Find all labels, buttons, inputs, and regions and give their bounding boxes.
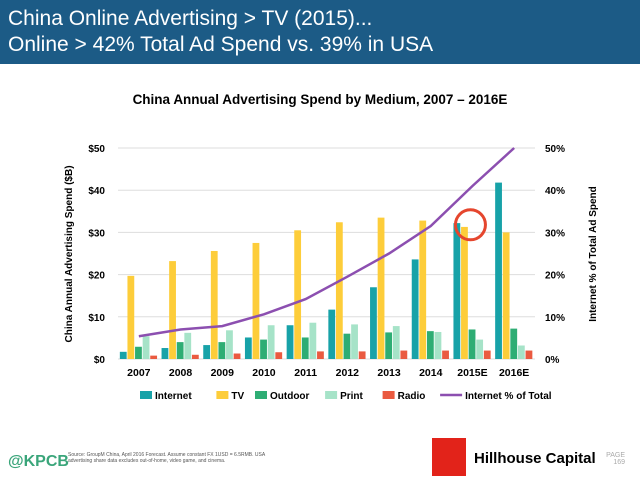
y-tick-label: $40	[88, 186, 105, 197]
bar-print	[476, 339, 484, 359]
bar-print	[392, 326, 400, 359]
bar-radio	[233, 353, 241, 359]
y2-tick-label: 10%	[545, 313, 565, 324]
bar-internet	[370, 287, 377, 359]
bar-radio	[317, 351, 324, 359]
bar-tv	[335, 222, 343, 359]
bar-internet	[119, 351, 127, 359]
page-label: PAGE	[606, 452, 625, 459]
bar-internet	[411, 259, 419, 359]
kpcb-logo: @KPCB	[8, 453, 69, 470]
bar-internet	[161, 348, 169, 359]
partner-name: Hillhouse Capital	[474, 450, 596, 467]
bar-print	[226, 330, 233, 359]
legend-label: Outdoor	[270, 391, 310, 402]
bar-radio	[400, 350, 408, 359]
bar-print	[351, 324, 358, 359]
x-tick-label: 2008	[169, 367, 193, 379]
bar-print	[434, 331, 442, 359]
bar-radio	[150, 355, 158, 359]
bar-radio	[275, 352, 283, 359]
legend-swatch	[216, 391, 229, 399]
line-internet-share	[138, 147, 515, 338]
x-tick-label: 2010	[252, 367, 276, 379]
bar-print	[184, 332, 192, 359]
legend-label: Internet	[155, 391, 192, 402]
bar-internet	[244, 337, 252, 359]
bar-outdoor	[218, 342, 226, 359]
slide-header: China Online Advertising > TV (2015)... O…	[0, 0, 640, 64]
bar-outdoor	[468, 329, 476, 359]
legend-swatch	[255, 391, 267, 399]
hillhouse-logo	[432, 438, 466, 476]
y-tick-label: $10	[88, 313, 105, 324]
legend-label: Internet % of Total	[465, 391, 552, 402]
bar-outdoor	[426, 331, 434, 359]
bar-tv	[419, 220, 427, 359]
bar-internet	[453, 223, 461, 359]
bar-internet	[328, 309, 336, 359]
y2-axis-label: Internet % of Total Ad Spend	[588, 186, 599, 322]
y2-tick-label: 0%	[545, 355, 560, 366]
y-tick-label: $20	[88, 271, 105, 282]
y-tick-label: $30	[88, 228, 105, 239]
slide-title-line1: China Online Advertising > TV (2015)...	[8, 7, 373, 30]
y2-tick-label: 20%	[545, 271, 565, 282]
x-tick-label: 2007	[127, 367, 151, 379]
y2-tick-label: 50%	[545, 144, 565, 155]
bar-internet	[495, 182, 502, 359]
y2-tick-label: 40%	[545, 186, 565, 197]
x-tick-label: 2016E	[499, 367, 529, 379]
bar-tv	[169, 261, 176, 359]
highlight-circle	[453, 208, 487, 242]
bar-tv	[294, 230, 302, 359]
bar-outdoor	[510, 328, 518, 359]
y2-tick-label: 30%	[545, 228, 565, 239]
bar-internet	[286, 325, 294, 359]
bar-tv	[502, 232, 510, 359]
source-note: Source: GroupM China, April 2016 Forecas…	[68, 452, 265, 464]
y-tick-label: $0	[94, 355, 106, 366]
chart-title: China Annual Advertising Spend by Medium…	[132, 92, 508, 107]
bar-outdoor	[260, 339, 267, 359]
bar-radio	[191, 354, 199, 359]
bar-tv	[377, 217, 385, 359]
bar-tv	[252, 242, 260, 359]
bar-outdoor	[385, 332, 393, 359]
bar-print	[517, 345, 525, 359]
legend-label: TV	[231, 391, 244, 402]
legend-swatch	[140, 391, 152, 399]
bar-print	[142, 336, 150, 359]
x-tick-label: 2015E	[457, 367, 487, 379]
bar-outdoor	[176, 342, 184, 359]
x-tick-label: 2011	[294, 367, 317, 379]
bar-tv	[127, 275, 135, 359]
bar-internet	[203, 345, 211, 359]
page-number: PAGE 169	[595, 452, 625, 466]
bar-radio	[442, 350, 449, 359]
page-value: 169	[613, 459, 625, 466]
bar-print	[267, 325, 275, 359]
legend-swatch	[325, 391, 338, 399]
x-tick-label: 2014	[419, 367, 443, 379]
legend-label: Print	[340, 391, 363, 402]
bar-tv	[210, 250, 218, 359]
slide-title-line2: Online > 42% Total Ad Spend vs. 39% in U…	[8, 33, 434, 56]
x-tick-label: 2013	[377, 367, 401, 379]
bar-outdoor	[135, 346, 142, 359]
legend-label: Radio	[398, 391, 426, 402]
bar-tv	[461, 226, 468, 359]
bar-radio	[525, 350, 533, 359]
bar-radio	[358, 351, 366, 359]
bar-outdoor	[343, 333, 351, 359]
y-axis-label: China Annual Advertising Spend ($B)	[64, 165, 75, 342]
bar-radio	[483, 350, 491, 359]
x-tick-label: 2012	[336, 367, 360, 379]
legend-swatch	[382, 391, 395, 399]
bar-print	[309, 322, 317, 359]
bar-outdoor	[301, 337, 309, 359]
y-tick-label: $50	[88, 144, 105, 155]
x-tick-label: 2009	[211, 367, 235, 379]
